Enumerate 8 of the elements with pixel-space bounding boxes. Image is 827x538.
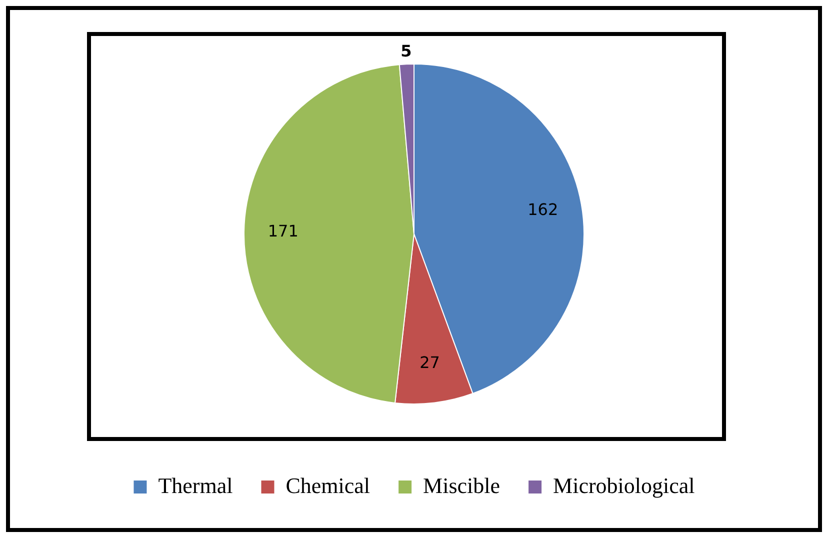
data-label: 5 — [400, 41, 412, 60]
data-label: 171 — [268, 221, 298, 240]
legend-label: Miscible — [423, 472, 500, 498]
legend-label: Chemical — [286, 472, 370, 498]
legend-label: Microbiological — [553, 472, 695, 498]
data-label: 27 — [420, 353, 440, 372]
data-label: 162 — [528, 200, 558, 220]
legend-label: Thermal — [158, 472, 233, 498]
